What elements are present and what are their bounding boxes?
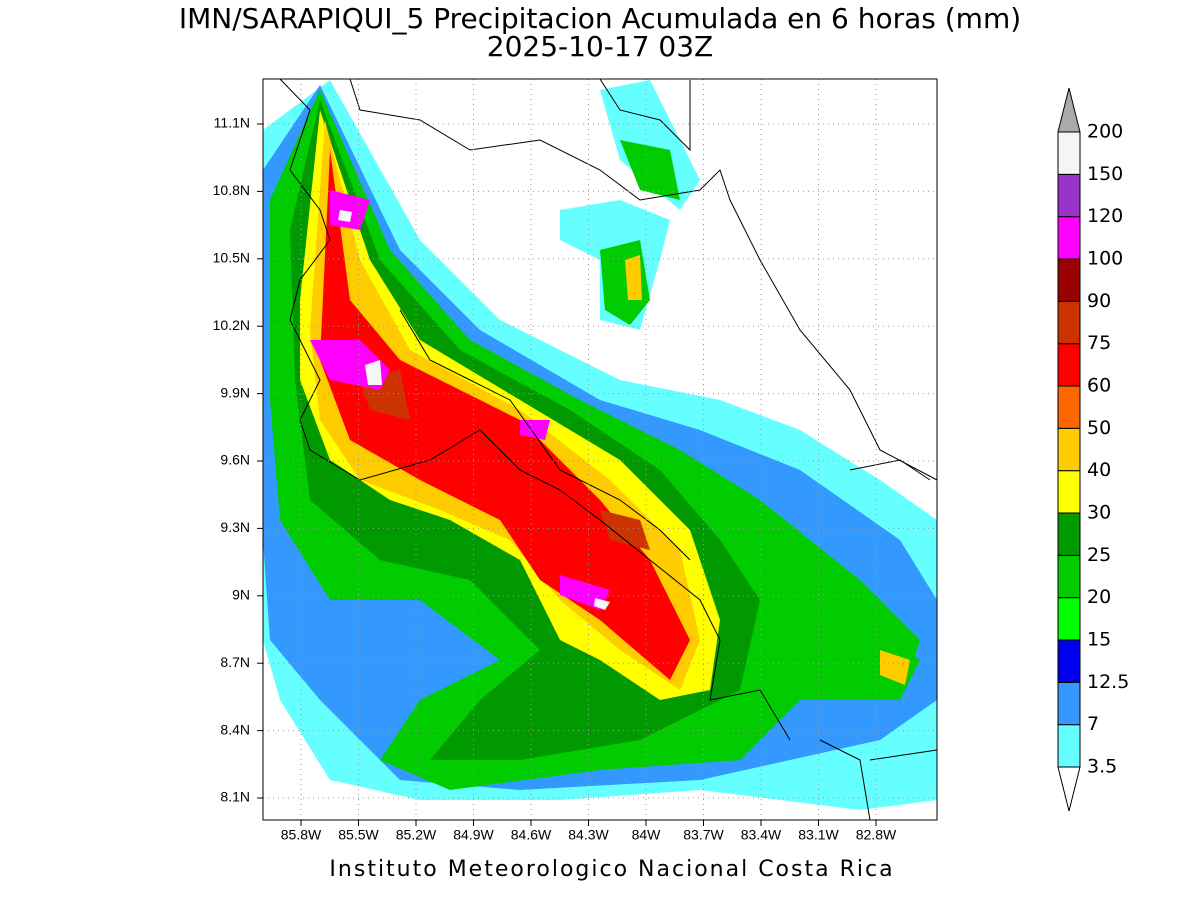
lat-label: 10.5N	[213, 250, 250, 266]
lat-label: 8.4N	[220, 721, 250, 737]
lat-label: 11.1N	[214, 115, 250, 131]
lon-label: 84.9W	[453, 827, 494, 843]
lat-label: 8.7N	[220, 654, 250, 670]
lon-label: 85.5W	[338, 827, 379, 843]
lon-label: 83.1W	[798, 827, 839, 843]
lon-label: 83.7W	[683, 827, 724, 843]
coastlines	[279, 79, 937, 820]
colorbar-box	[1057, 385, 1081, 429]
lon-label: 83.4W	[741, 827, 782, 843]
precipitation-field	[263, 80, 937, 810]
colorbar-label: 7	[1087, 713, 1099, 735]
colorbar-label: 75	[1087, 332, 1111, 354]
title: IMN/SARAPIQUI_5 Precipitacion Acumulada …	[179, 2, 1021, 35]
colorbar-label: 200	[1087, 121, 1123, 143]
map-ticks: 11.1N 10.8N 10.5N 10.2N 9.9N 9.6N 9.3N 9N 8.7N 8.…	[213, 79, 937, 843]
colorbar: 3.5 7 12.5 15 20 25 30 40 50 60 75 90 100 120 150 200	[1057, 87, 1129, 812]
lat-label: 10.2N	[213, 317, 250, 333]
colorbar-under	[1057, 766, 1081, 812]
colorbar-box	[1057, 131, 1081, 175]
footer: Instituto Meteorologico Nacional Costa R…	[329, 857, 894, 882]
colorbar-label: 150	[1087, 163, 1123, 185]
colorbar-label: 40	[1087, 459, 1111, 481]
colorbar-label: 25	[1087, 544, 1111, 566]
colorbar-label: 120	[1087, 205, 1123, 227]
colorbar-label: 20	[1087, 586, 1111, 608]
colorbar-label: 50	[1087, 417, 1111, 439]
subtitle: 2025-10-17 03Z	[487, 30, 713, 63]
colorbar-label: 15	[1087, 629, 1111, 651]
colorbar-box	[1057, 554, 1081, 599]
colorbar-over	[1057, 87, 1081, 133]
colorbar-box	[1057, 173, 1081, 218]
colorbar-label: 60	[1087, 375, 1111, 397]
colorbar-box	[1057, 681, 1081, 726]
lat-label: 10.8N	[213, 182, 250, 198]
lon-label: 82.8W	[856, 827, 897, 843]
colorbar-box	[1057, 512, 1081, 556]
lat-label: 9N	[232, 587, 250, 603]
lat-label: 9.6N	[220, 452, 250, 468]
lon-label: 84.3W	[568, 827, 609, 843]
colorbar-box	[1057, 258, 1081, 302]
lat-label: 9.3N	[220, 519, 250, 535]
colorbar-label: 3.5	[1087, 756, 1117, 778]
colorbar-label: 90	[1087, 290, 1111, 312]
lon-label: 84W	[632, 827, 662, 843]
colorbar-box	[1057, 216, 1081, 260]
colorbar-label: 30	[1087, 502, 1111, 524]
lon-label: 84.6W	[511, 827, 552, 843]
colorbar-box	[1057, 300, 1081, 345]
colorbar-box	[1057, 597, 1081, 641]
colorbar-box	[1057, 343, 1081, 387]
colorbar-box	[1057, 639, 1081, 683]
colorbar-box	[1057, 470, 1081, 514]
colorbar-label: 12.5	[1087, 671, 1129, 693]
lat-label: 8.1N	[220, 789, 250, 805]
lon-label: 85.2W	[396, 827, 437, 843]
lon-label: 85.8W	[281, 827, 322, 843]
lat-label: 9.9N	[220, 384, 250, 400]
colorbar-box	[1057, 427, 1081, 472]
colorbar-box	[1057, 724, 1081, 768]
colorbar-label: 100	[1087, 248, 1123, 270]
map-frame	[262, 78, 938, 821]
